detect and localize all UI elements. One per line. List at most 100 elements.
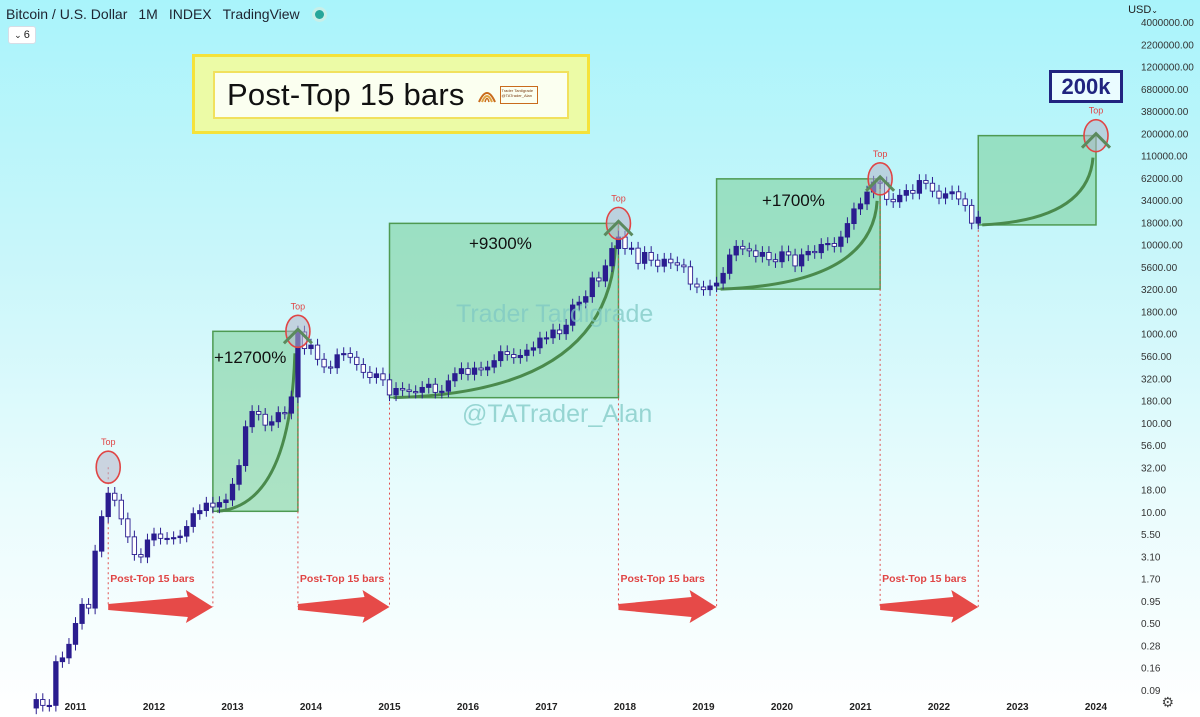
- candle-body: [929, 182, 936, 192]
- x-tick-label: 2015: [378, 702, 401, 713]
- candle-body: [242, 426, 249, 467]
- candle-body: [720, 272, 726, 284]
- candle-body: [478, 367, 484, 371]
- candle-body: [491, 360, 497, 368]
- chart-header: Bitcoin / U.S. Dollar 1M INDEX TradingVi…: [6, 6, 324, 22]
- watermark-name: Trader Tardigrade: [456, 300, 654, 328]
- logo-line2: @TATrader_Alan: [501, 93, 532, 98]
- candle-body: [609, 248, 615, 267]
- candle-body: [910, 190, 916, 194]
- chevron-down-icon: ⌄: [14, 29, 22, 40]
- interval[interactable]: 1M: [138, 6, 158, 22]
- top-label: Top: [101, 437, 116, 447]
- candle-body: [779, 251, 785, 263]
- candle-body: [700, 286, 707, 291]
- candle-body: [439, 390, 445, 393]
- candle-body: [380, 373, 386, 381]
- candle-body: [942, 193, 949, 199]
- x-tick-label: 2018: [614, 702, 637, 713]
- candle-body: [812, 250, 818, 254]
- candle-body: [949, 191, 955, 195]
- post-top-arrow: [108, 590, 213, 623]
- candle-body: [530, 347, 537, 351]
- post-top-label: Post-Top 15 bars: [300, 573, 385, 585]
- cycle-box: [212, 330, 299, 513]
- indicators-toggle[interactable]: ⌄ 6: [8, 26, 36, 44]
- candle-body: [288, 396, 295, 414]
- candle-body: [707, 285, 713, 291]
- candle-body: [223, 499, 229, 503]
- gain-label-cycle3: +1700%: [762, 191, 825, 210]
- candle-body: [105, 492, 111, 518]
- candle-body: [33, 699, 39, 709]
- candle-body: [923, 180, 929, 184]
- candle-body: [537, 337, 543, 349]
- candle-body: [890, 198, 896, 203]
- x-tick-label: 2013: [221, 702, 244, 713]
- y-tick-label: 3.10: [1141, 552, 1161, 563]
- candle-body: [157, 533, 164, 539]
- candle-body: [687, 266, 694, 285]
- candle-body: [445, 380, 452, 392]
- y-tick-label: 0.95: [1141, 597, 1161, 608]
- candle-body: [661, 258, 667, 267]
- post-top-arrow: [880, 590, 979, 623]
- candle-body: [903, 190, 909, 196]
- market-status-icon: [314, 9, 324, 19]
- top-label: Top: [873, 149, 888, 159]
- symbol-name[interactable]: Bitcoin / U.S. Dollar: [6, 6, 128, 22]
- top-label: Top: [1089, 106, 1104, 116]
- candle-body: [197, 510, 203, 515]
- y-tick-label: 320.00: [1141, 374, 1172, 385]
- candle-body: [46, 704, 52, 708]
- author-badge: Trader Tardigrade @TATrader_Alan: [499, 86, 538, 104]
- candle-body: [753, 250, 759, 257]
- title-text: Post-Top 15 bars: [227, 77, 465, 112]
- candle-body: [249, 411, 255, 428]
- candle-body: [727, 254, 733, 274]
- x-tick-label: 2019: [692, 702, 715, 713]
- candle-body: [393, 388, 399, 396]
- candle-body: [334, 354, 340, 369]
- candle-body: [969, 204, 975, 224]
- x-tick-label: 2014: [300, 702, 323, 713]
- y-tick-label: 32.00: [1141, 463, 1166, 474]
- growth-curve: [393, 245, 617, 400]
- candle-body: [327, 366, 334, 369]
- candle-body: [413, 391, 419, 394]
- candle-body: [583, 296, 589, 303]
- candle-body: [511, 354, 517, 359]
- gain-label-cycle1: +12700%: [214, 348, 287, 367]
- candle-body: [216, 502, 223, 508]
- x-tick-label: 2021: [849, 702, 872, 713]
- candle-body: [655, 259, 661, 267]
- y-tick-label: 560.00: [1141, 352, 1172, 363]
- candle-body: [648, 251, 654, 261]
- cycle-box: [715, 178, 881, 290]
- candle-body: [203, 502, 209, 512]
- candle-body: [112, 492, 118, 501]
- candle-body: [524, 349, 530, 356]
- watermark-handle: @TATrader_Alan: [462, 400, 653, 428]
- candle-body: [576, 301, 582, 306]
- candle-body: [59, 657, 66, 663]
- candle-body: [144, 539, 151, 558]
- y-tick-label: 4000000.00: [1141, 18, 1194, 29]
- candle-body: [831, 243, 837, 247]
- data-source: TradingView: [222, 6, 300, 22]
- candle-body: [851, 208, 857, 225]
- y-tick-label: 0.16: [1141, 664, 1161, 675]
- y-tick-label: 0.28: [1141, 641, 1161, 652]
- post-top-arrow: [297, 590, 390, 623]
- candle-body: [766, 251, 772, 261]
- gear-icon[interactable]: ⚙: [1161, 694, 1174, 710]
- candle-body: [674, 262, 680, 266]
- currency-selector[interactable]: USD⌄: [1128, 4, 1158, 16]
- candle-body: [72, 623, 79, 645]
- candle-body: [66, 643, 72, 659]
- candle-body: [694, 283, 700, 288]
- candle-body: [432, 383, 438, 393]
- candle-body: [210, 502, 216, 508]
- candle-body: [341, 353, 347, 356]
